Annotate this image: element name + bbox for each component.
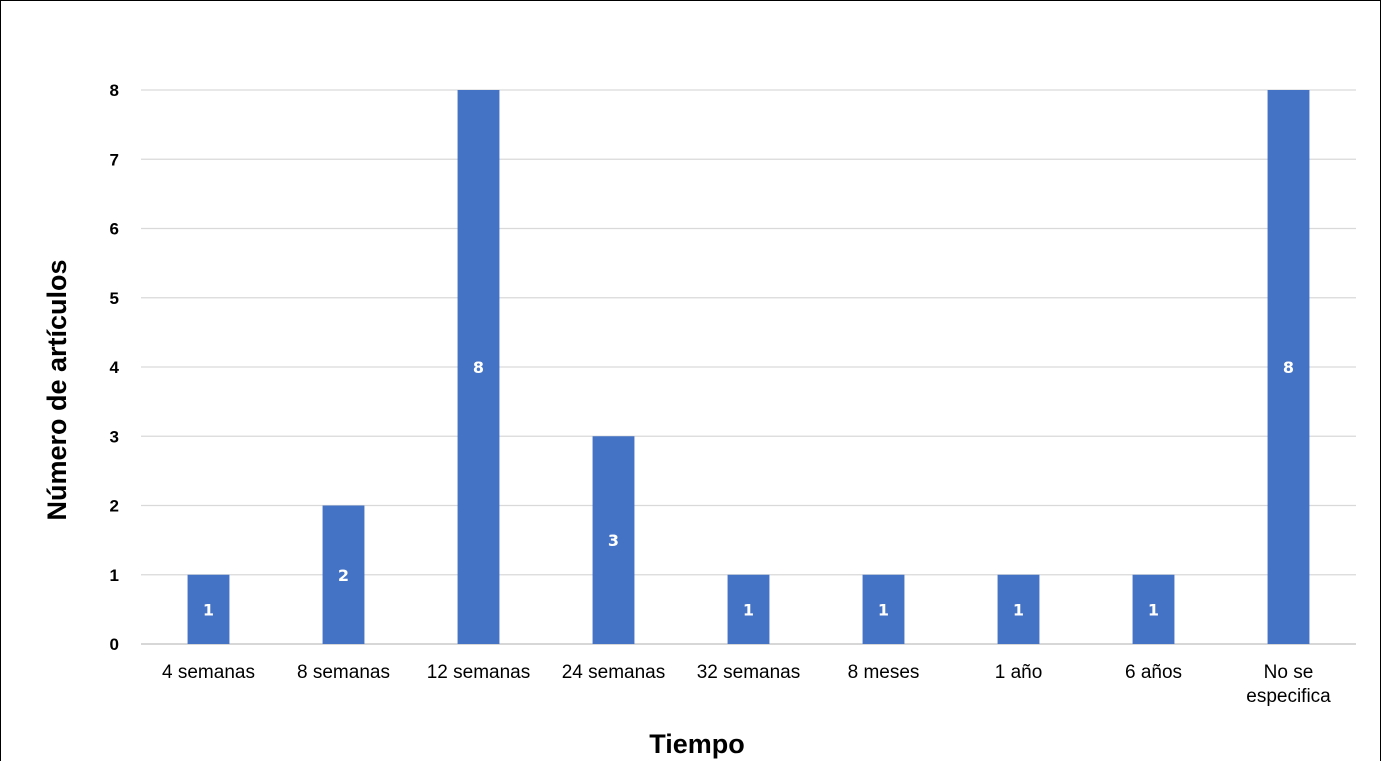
bar: [997, 574, 1040, 644]
data-label: 1: [743, 600, 754, 619]
x-tick-label: 6 años: [1125, 662, 1182, 683]
data-label: 1: [878, 600, 889, 619]
x-tick-label: 24 semanas: [562, 662, 666, 683]
data-label: 1: [203, 600, 214, 619]
y-tick-label: 8: [110, 81, 119, 100]
y-tick-label: 2: [110, 497, 119, 516]
y-axis-title: Número de artículos: [42, 259, 72, 520]
x-tick-label: 8 semanas: [297, 662, 390, 683]
x-tick-label: No se especifica: [1246, 662, 1331, 707]
x-tick-label: 4 semanas: [162, 662, 255, 683]
y-tick-label: 5: [110, 289, 119, 308]
bar: [727, 574, 770, 644]
data-label: 8: [473, 358, 484, 377]
bar: [1267, 90, 1310, 644]
data-label: 3: [608, 531, 619, 550]
y-tick-labels: 0 1 2 3 4 5 6 7 8: [110, 81, 120, 654]
data-label: 1: [1013, 600, 1024, 619]
bar: [1132, 574, 1175, 644]
data-label: 8: [1283, 358, 1294, 377]
data-label: 1: [1148, 600, 1159, 619]
x-tick-label: 32 semanas: [697, 662, 801, 683]
x-tick-labels: 4 semanas 8 semanas 12 semanas 24 semanas 32…: [162, 662, 1331, 707]
bar: [862, 574, 905, 644]
data-label: 2: [338, 566, 349, 585]
x-tick-label: 1 año: [995, 662, 1043, 683]
y-tick-label: 7: [110, 150, 119, 169]
bar: [187, 574, 230, 644]
y-tick-label: 1: [110, 566, 119, 585]
x-tick-label: 12 semanas: [427, 662, 531, 683]
y-tick-label: 4: [110, 358, 120, 377]
data-labels: 1 2 8 3 1 1 1 1 8: [203, 358, 1294, 619]
bar: [457, 90, 500, 644]
bars: [187, 90, 1310, 644]
y-tick-label: 3: [110, 427, 119, 446]
bar: [592, 436, 635, 644]
y-tick-label: 6: [110, 220, 119, 239]
y-tick-label: 0: [110, 635, 119, 654]
bar: [322, 505, 365, 644]
x-tick-label: 8 meses: [848, 662, 920, 683]
x-axis-title: Tiempo: [649, 729, 745, 759]
